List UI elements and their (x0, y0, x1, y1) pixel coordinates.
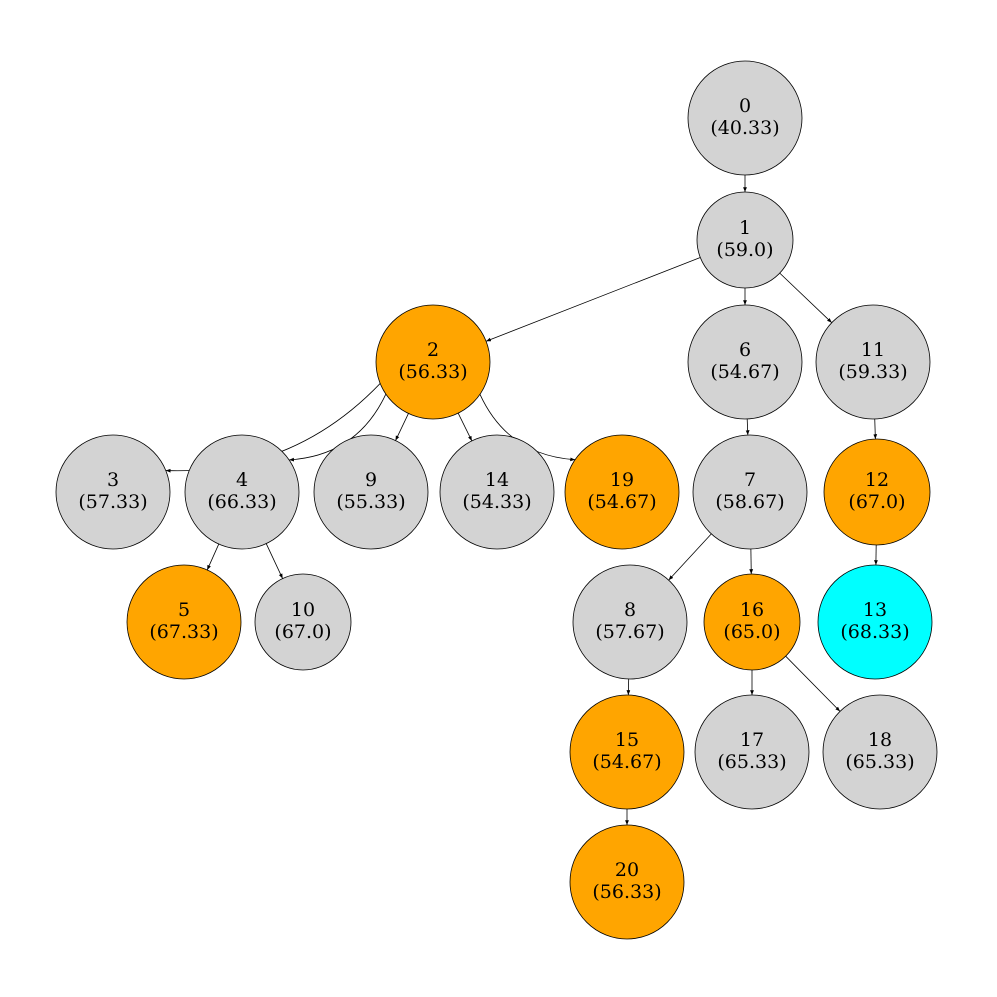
edge (745, 418, 750, 436)
node (55, 434, 171, 550)
node-value: (66.33) (207, 491, 276, 513)
node-group: 9(55.33) (313, 434, 429, 550)
edge (779, 272, 833, 323)
node (569, 824, 685, 940)
node-value: (40.33) (710, 117, 779, 139)
node (696, 191, 794, 289)
node-value: (57.33) (78, 491, 147, 513)
node-group: 1(59.0) (696, 191, 794, 289)
node-value: (65.0) (723, 621, 780, 643)
node (692, 434, 808, 550)
node-group: 16(65.0) (703, 573, 801, 671)
node-label: 5 (178, 599, 190, 621)
edge (785, 655, 841, 712)
node-value: (65.33) (717, 751, 786, 773)
node-label: 1 (739, 217, 751, 239)
node-group: 13(68.33) (817, 564, 933, 680)
node (375, 304, 491, 420)
edge (457, 412, 473, 442)
node-label: 8 (624, 599, 636, 621)
node-group: 2(56.33) (375, 304, 491, 420)
node-label: 3 (107, 469, 119, 491)
node-group: 3(57.33) (55, 434, 171, 550)
node-group: 5(67.33) (126, 564, 242, 680)
node (313, 434, 429, 550)
node (439, 434, 555, 550)
edge (873, 418, 878, 440)
node-label: 17 (740, 729, 764, 751)
node-value: (54.67) (587, 491, 656, 513)
node (687, 304, 803, 420)
node (254, 573, 352, 671)
node (572, 564, 688, 680)
node-group: 17(65.33) (694, 694, 810, 810)
node-group: 18(65.33) (822, 694, 938, 810)
node (687, 60, 803, 176)
node-value: (55.33) (336, 491, 405, 513)
node-group: 11(59.33) (815, 304, 931, 420)
node-value: (57.67) (595, 621, 664, 643)
node-label: 13 (863, 599, 887, 621)
node-value: (67.0) (848, 491, 905, 513)
node-value: (54.67) (710, 361, 779, 383)
node-value: (65.33) (845, 751, 914, 773)
node-value: (54.67) (592, 751, 661, 773)
node-group: 7(58.67) (692, 434, 808, 550)
node-value: (58.67) (715, 491, 784, 513)
node-label: 19 (610, 469, 634, 491)
node-group: 14(54.33) (439, 434, 555, 550)
node-label: 6 (739, 339, 751, 361)
edge (668, 533, 712, 581)
node-label: 9 (365, 469, 377, 491)
node-group: 10(67.0) (254, 573, 352, 671)
node-value: (59.0) (716, 239, 773, 261)
node-label: 10 (291, 599, 315, 621)
node-value: (56.33) (398, 361, 467, 383)
node-value: (56.33) (592, 881, 661, 903)
edge (265, 543, 283, 579)
node (815, 304, 931, 420)
edges (165, 175, 878, 825)
node (564, 434, 680, 550)
node (569, 694, 685, 810)
node-label: 0 (739, 95, 751, 117)
node (823, 438, 931, 546)
edge (485, 257, 701, 342)
node-group: 8(57.67) (572, 564, 688, 680)
node-group: 20(56.33) (569, 824, 685, 940)
node-label: 12 (865, 469, 889, 491)
node-group: 4(66.33) (184, 434, 300, 550)
node-label: 14 (485, 469, 509, 491)
node-label: 4 (236, 469, 248, 491)
node-group: 19(54.67) (564, 434, 680, 550)
node-label: 20 (615, 859, 639, 881)
node-group: 12(67.0) (823, 438, 931, 546)
node-group: 0(40.33) (687, 60, 803, 176)
node-label: 2 (427, 339, 439, 361)
node-label: 7 (744, 469, 756, 491)
node-value: (68.33) (840, 621, 909, 643)
edge (206, 543, 220, 571)
node-value: (67.0) (274, 621, 331, 643)
node-group: 15(54.67) (569, 694, 685, 810)
node (184, 434, 300, 550)
node-value: (54.33) (462, 491, 531, 513)
node-label: 15 (615, 729, 639, 751)
nodes: 0(40.33)1(59.0)2(56.33)3(57.33)4(66.33)5… (55, 60, 938, 940)
node-value: (59.33) (838, 361, 907, 383)
edge (395, 413, 409, 441)
node-label: 11 (861, 339, 885, 361)
node (694, 694, 810, 810)
node (126, 564, 242, 680)
node (703, 573, 801, 671)
node-value: (67.33) (149, 621, 218, 643)
node-group: 6(54.67) (687, 304, 803, 420)
node (822, 694, 938, 810)
node (817, 564, 933, 680)
node-label: 18 (868, 729, 892, 751)
node-label: 16 (740, 599, 764, 621)
